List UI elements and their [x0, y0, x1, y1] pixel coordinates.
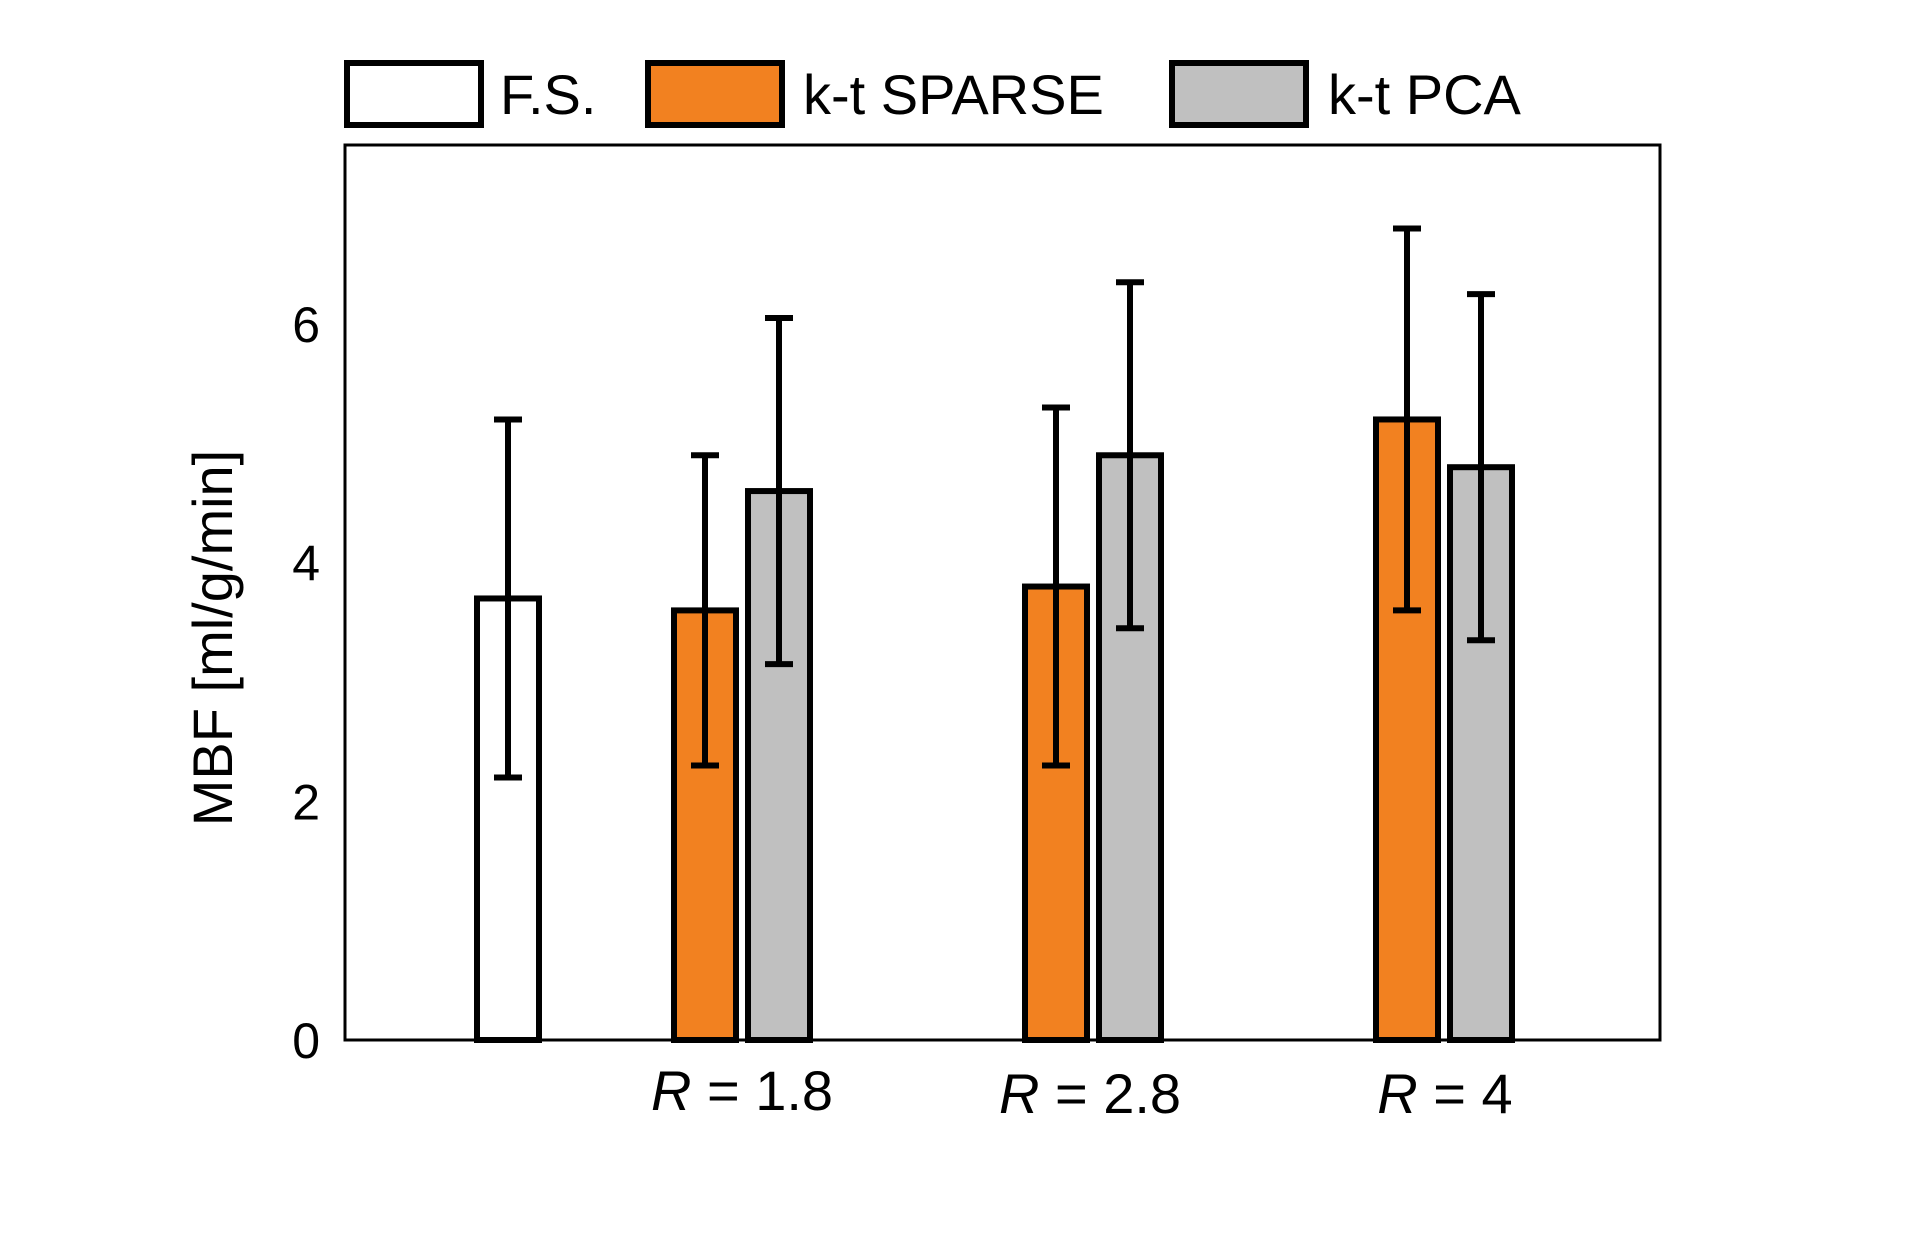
- y-tick-label: 4: [292, 536, 320, 592]
- legend-swatch-2: [1169, 60, 1309, 128]
- y-tick-label: 6: [292, 297, 320, 353]
- legend-label-0: F.S.: [500, 63, 596, 126]
- bar-2-1: [1096, 452, 1164, 1043]
- legend: F.S. k-t SPARSE k-t PCA: [344, 60, 1522, 128]
- legend-swatch-0: [344, 60, 484, 128]
- y-axis: 0 2 4 6: [292, 297, 320, 1069]
- y-axis-label: MBF [ml/g/min]: [181, 450, 244, 826]
- category-label-1: R = 1.8: [651, 1059, 833, 1122]
- category-label-3: R = 4: [1377, 1062, 1512, 1125]
- bar-1-1: [745, 488, 813, 1044]
- bars: [474, 225, 1515, 1044]
- category-label-2: R = 2.8: [999, 1062, 1181, 1125]
- legend-label-1: k-t SPARSE: [803, 63, 1104, 126]
- legend-label-2: k-t PCA: [1328, 63, 1522, 126]
- y-tick-label: 2: [292, 774, 320, 830]
- y-tick-label: 0: [292, 1013, 320, 1069]
- legend-swatch-1: [645, 60, 785, 128]
- plot-frame: [343, 143, 1662, 1042]
- x-axis-categories: R = 1.8 R = 2.8 R = 4: [651, 1059, 1513, 1125]
